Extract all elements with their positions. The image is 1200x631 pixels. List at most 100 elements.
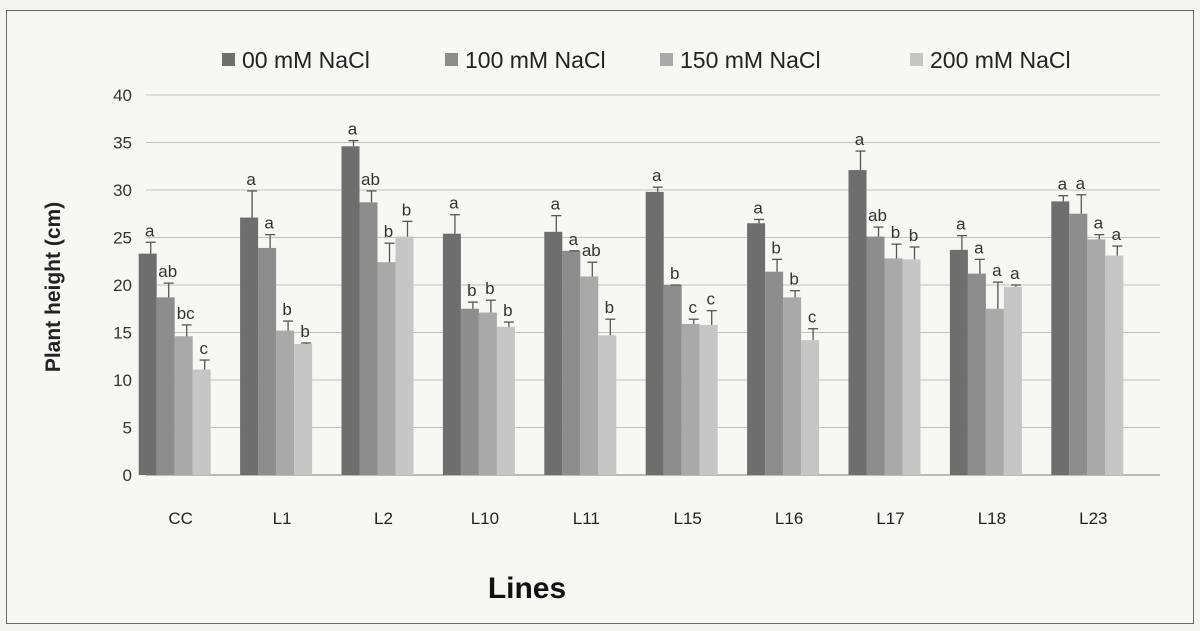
x-tick-label: L11 (573, 509, 600, 528)
x-tick-label: L16 (775, 509, 803, 528)
bar (848, 170, 867, 476)
bar (562, 250, 581, 475)
bar (1069, 213, 1088, 475)
bar (884, 258, 903, 475)
bar (377, 262, 396, 475)
significance-label: a (569, 230, 579, 249)
bar (1003, 286, 1022, 475)
bar (341, 146, 360, 476)
x-axis-title: Lines (488, 572, 566, 605)
bar (1087, 239, 1106, 475)
bar (747, 223, 766, 475)
bar (478, 312, 497, 475)
bar (442, 233, 461, 475)
significance-label: a (1094, 214, 1104, 233)
significance-label: c (199, 339, 208, 358)
significance-label: a (753, 198, 763, 217)
bar (138, 253, 157, 475)
y-tick-label: 40 (113, 86, 132, 105)
legend[interactable]: 00 mM NaCl 100 mM NaCl 150 mM NaCl 200 mM N… (222, 47, 1071, 73)
significance-label: a (264, 214, 274, 233)
bar (460, 308, 479, 475)
x-tick-label: L18 (978, 509, 1006, 528)
legend-label: 150 mM NaCl (680, 47, 821, 73)
legend-label: 100 mM NaCl (465, 47, 606, 73)
significance-label: b (605, 298, 614, 317)
x-tick-label: L23 (1079, 509, 1107, 528)
significance-label: b (402, 200, 411, 219)
legend-swatch (910, 53, 923, 66)
bar (395, 236, 414, 475)
x-tick-label: L10 (471, 509, 499, 528)
bar (699, 324, 718, 475)
x-tick-label: L1 (273, 509, 292, 528)
bar (580, 276, 599, 475)
y-tick-label: 25 (113, 229, 132, 248)
legend-swatch (222, 53, 235, 66)
significance-label: a (1058, 175, 1068, 194)
bar (174, 336, 193, 475)
bar (258, 247, 277, 475)
significance-label: b (485, 279, 494, 298)
y-tick-label: 15 (113, 324, 132, 343)
legend-swatch (445, 53, 458, 66)
significance-label: a (1010, 264, 1020, 283)
significance-label: b (789, 270, 798, 289)
significance-label: a (348, 120, 358, 139)
bar (783, 297, 802, 475)
bar (1105, 255, 1124, 475)
bar (276, 330, 295, 475)
significance-label: ab (158, 262, 177, 281)
significance-label: c (688, 298, 697, 317)
significance-label: b (771, 238, 780, 257)
bar (544, 231, 563, 475)
legend-swatch (660, 53, 673, 66)
significance-label: a (652, 166, 662, 185)
y-tick-label: 10 (113, 371, 132, 390)
significance-label: b (467, 281, 476, 300)
y-tick-label: 0 (123, 466, 132, 485)
y-tick-label: 35 (113, 134, 132, 153)
significance-label: b (891, 223, 900, 242)
significance-label: a (855, 130, 865, 149)
bar (645, 191, 664, 475)
bar (663, 285, 682, 475)
x-tick-label: L15 (674, 509, 702, 528)
significance-label: a (1076, 174, 1086, 193)
bar (294, 343, 313, 475)
significance-label: c (706, 290, 715, 309)
significance-label: a (145, 221, 155, 240)
bar (902, 259, 921, 475)
bar (192, 369, 211, 475)
significance-label: a (246, 170, 256, 189)
bars (138, 139, 1124, 476)
bar (156, 297, 175, 475)
legend-label: 200 mM NaCl (930, 47, 1071, 73)
x-tick-label: L17 (876, 509, 904, 528)
significance-label: ab (868, 206, 887, 225)
significance-label: b (384, 222, 393, 241)
bar (681, 323, 700, 475)
bar (240, 217, 259, 476)
significance-label: a (992, 261, 1002, 280)
bar (1051, 201, 1070, 475)
bar (598, 335, 617, 475)
significance-label: a (956, 215, 966, 234)
bar (801, 340, 820, 475)
y-axis-title: Plant height (cm) (42, 202, 65, 372)
bar (866, 236, 885, 475)
significance-label: b (300, 322, 309, 341)
significance-label: a (1112, 225, 1122, 244)
legend-label: 00 mM NaCl (242, 47, 370, 73)
x-tick-label: L2 (374, 509, 393, 528)
y-tick-label: 30 (113, 181, 132, 200)
bar (967, 273, 986, 475)
x-tick-label: CC (168, 509, 193, 528)
significance-label: c (808, 308, 817, 327)
significance-label: a (974, 238, 984, 257)
bar (765, 271, 784, 475)
bar (359, 202, 378, 475)
significance-label: b (503, 301, 512, 320)
